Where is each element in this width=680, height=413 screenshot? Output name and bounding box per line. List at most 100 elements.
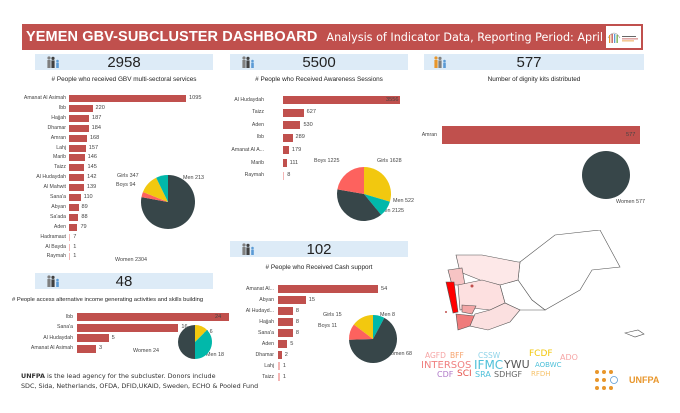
bar[interactable] xyxy=(283,146,289,155)
map-region-ibb xyxy=(461,304,477,315)
pie-slice-girls[interactable] xyxy=(364,167,392,202)
bar[interactable] xyxy=(278,373,280,381)
bar[interactable] xyxy=(69,243,71,251)
bar[interactable] xyxy=(278,362,280,370)
bar-label: Lahj xyxy=(264,362,274,369)
bar-value: 8 xyxy=(295,318,299,325)
bar[interactable] xyxy=(278,318,293,326)
bar[interactable] xyxy=(278,351,282,359)
bar[interactable] xyxy=(278,285,378,293)
bar[interactable] xyxy=(77,323,179,332)
family-icon xyxy=(242,243,254,255)
pie-slice-women[interactable] xyxy=(178,325,195,359)
pie-slice-girls[interactable] xyxy=(142,177,168,202)
bar[interactable] xyxy=(69,95,186,102)
kpi-value: 48 xyxy=(115,272,133,290)
bar-label: Al Hudayd... xyxy=(245,307,274,314)
pie-label: Men 213 xyxy=(183,175,204,181)
pie-slice-women[interactable] xyxy=(337,189,382,221)
bar[interactable] xyxy=(77,313,229,321)
bar[interactable] xyxy=(69,174,85,182)
bar-label: Abyan xyxy=(259,296,274,303)
pie-slice-women[interactable] xyxy=(582,151,630,199)
bar[interactable] xyxy=(283,133,293,142)
kpi-value: 2958 xyxy=(107,53,141,71)
family-icon xyxy=(242,56,254,68)
bar-label: Amran xyxy=(50,134,66,141)
bar[interactable] xyxy=(69,114,89,122)
pie-label: Men 522 xyxy=(393,198,414,204)
pie-slice-men[interactable] xyxy=(156,175,168,202)
bar-value: 3556 xyxy=(386,96,399,103)
bar-value: 145 xyxy=(87,164,97,171)
bar[interactable] xyxy=(69,134,87,142)
bar-label: Amanat Al Asimah xyxy=(23,95,66,101)
kpi-gbv-services: 2958 xyxy=(35,53,213,71)
bar[interactable] xyxy=(69,233,71,241)
bar[interactable] xyxy=(69,144,86,152)
dashboard-header: YEMEN GBV-SUBCLUSTER DASHBOARD Analysis … xyxy=(22,24,643,50)
bar[interactable] xyxy=(69,213,79,221)
bar[interactable] xyxy=(283,96,400,104)
bar[interactable] xyxy=(278,340,288,348)
bar[interactable] xyxy=(283,121,301,130)
bar[interactable] xyxy=(278,307,293,315)
bar-label: Lahj xyxy=(56,144,66,151)
bar-label: Amanat Al... xyxy=(246,285,274,292)
bar[interactable] xyxy=(69,164,85,172)
bar[interactable] xyxy=(278,296,306,304)
partner-name: ADO xyxy=(560,353,578,362)
bar[interactable] xyxy=(283,108,304,117)
bar-label: Amanat Al A... xyxy=(231,146,264,153)
bar[interactable] xyxy=(77,344,96,353)
bar[interactable] xyxy=(69,154,85,162)
bar[interactable] xyxy=(69,104,93,112)
bar-label: Hadramaut xyxy=(40,233,66,240)
bar-label: Al Mahwit xyxy=(43,184,67,191)
pie-label: Boys 94 xyxy=(116,182,136,188)
pie-slice-men[interactable] xyxy=(373,315,385,339)
bar-value: 1 xyxy=(73,243,77,250)
bar-label: Al Hudaydah xyxy=(234,96,264,103)
bar[interactable] xyxy=(69,184,84,192)
pie-label: Women 577 xyxy=(616,199,645,205)
bar-label: Marib xyxy=(251,159,264,166)
bar[interactable] xyxy=(69,223,78,231)
partner-name: CDF xyxy=(437,370,454,379)
bar-value: 1 xyxy=(282,362,286,369)
bar[interactable] xyxy=(442,126,640,144)
bar[interactable] xyxy=(69,253,71,261)
pie-slice-girls[interactable] xyxy=(353,315,373,339)
bar-value: 187 xyxy=(91,114,102,121)
map-island-socotra xyxy=(623,329,645,338)
bar[interactable] xyxy=(77,334,109,343)
bar[interactable] xyxy=(69,124,89,132)
bar[interactable] xyxy=(69,194,81,201)
bar-label: Ibb xyxy=(65,313,73,320)
unfpa-logo-icon xyxy=(595,370,618,390)
partner-name: CSSW xyxy=(478,351,501,360)
footer-line1: is the lead agency for the subcluster. D… xyxy=(44,372,216,380)
map-region-hudaydah xyxy=(445,281,459,314)
pie-label: Boys 11 xyxy=(318,323,338,329)
bar[interactable] xyxy=(278,329,293,337)
bar-value: 146 xyxy=(87,154,97,161)
partner-name: RFDH xyxy=(531,370,551,378)
pie-slice-women[interactable] xyxy=(140,175,195,229)
kpi-income: 48 xyxy=(35,272,213,290)
bar[interactable] xyxy=(283,159,287,167)
bar[interactable] xyxy=(283,171,285,180)
bar-label: Aden xyxy=(53,223,66,230)
dashboard-subtitle: Analysis of Indicator Data, Reporting Pe… xyxy=(326,30,635,44)
pie-slice-boys[interactable] xyxy=(337,167,364,194)
bar-label: Taizz xyxy=(252,109,264,116)
bar[interactable] xyxy=(69,203,79,211)
map-region-north xyxy=(455,254,521,286)
bar-value: 110 xyxy=(83,194,93,200)
kpi-awareness: 5500 xyxy=(230,54,408,71)
pie-slice-boys[interactable] xyxy=(349,324,373,340)
section-title-awareness: # People who Received Awareness Sessions xyxy=(255,76,383,83)
bar-label: Aden xyxy=(251,121,264,128)
pie-slice-boys[interactable] xyxy=(141,191,168,202)
bar-value: 139 xyxy=(86,184,97,191)
